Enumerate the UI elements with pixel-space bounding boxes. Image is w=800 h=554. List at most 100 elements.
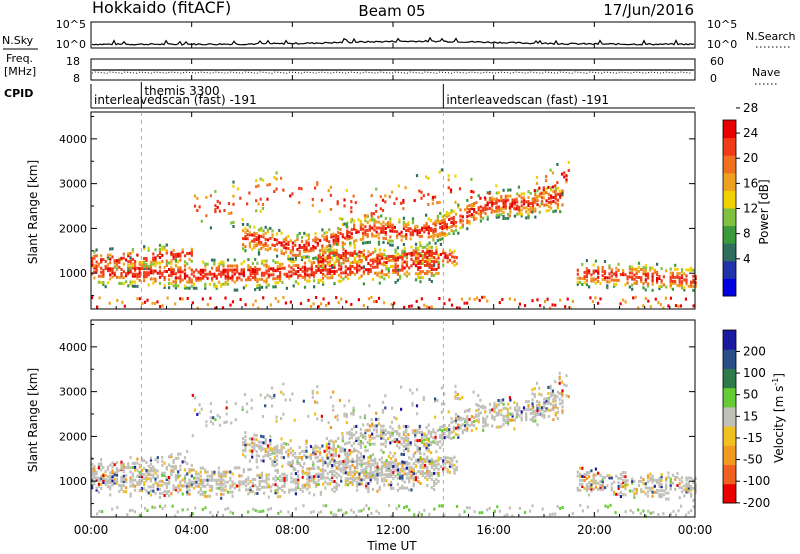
range-cell [134,272,137,276]
range-cell [581,262,584,266]
range-cell [300,246,304,249]
range-cell [507,422,510,426]
range-cell [435,246,438,250]
range-cell [298,462,301,465]
range-cell [508,214,511,218]
range-cell [387,461,390,464]
range-cell [230,211,233,215]
range-cell [177,268,180,272]
range-cell [324,480,327,484]
range-cell [292,466,295,470]
range-cell [348,440,351,444]
range-cell [554,399,557,403]
range-cell [253,445,256,449]
range-cell [615,266,618,270]
range-cell [419,280,422,284]
range-cell [551,389,554,393]
range-cell [420,438,424,442]
range-cell [674,275,677,279]
range-cell [206,276,209,280]
range-cell [399,486,402,490]
range-cell [461,215,464,219]
range-cell [667,497,670,501]
range-cell [606,474,609,478]
range-cell [305,455,308,459]
range-cell [136,266,139,270]
range-cell [231,472,234,476]
range-cell [370,194,373,198]
range-cell [324,256,327,260]
range-cell [599,473,602,477]
range-cell [414,435,417,439]
range-cell [122,490,125,494]
range-cell [423,303,426,307]
range-cell [369,462,372,466]
range-cell [322,251,325,255]
range-cell [353,472,356,476]
range-cell [179,464,182,468]
range-cell [109,475,112,479]
range-cell [556,410,559,414]
range-cell [288,490,291,494]
range-cell [229,470,232,474]
range-cell [565,178,568,182]
range-cell [384,441,387,444]
range-cell [97,476,100,480]
range-cell [118,258,121,262]
range-cell [308,477,311,481]
range-cell [360,465,363,468]
range-cell [694,281,697,284]
range-cell [558,391,561,395]
range-cell [263,273,266,277]
range-cell [309,457,313,461]
range-cell [337,267,341,271]
range-cell [402,436,405,440]
range-cell [401,249,404,253]
range-cell [646,486,650,490]
range-cell [402,220,405,224]
range-cell [280,390,283,394]
range-cell [417,258,420,262]
range-cell [424,255,427,259]
range-cell [193,408,197,412]
range-cell [484,406,487,409]
range-cell [102,476,105,480]
noise-left-label: N.Sky [2,34,34,47]
range-cell [430,431,433,434]
range-cell [285,474,288,478]
range-cell [436,234,439,238]
range-cell [546,297,549,301]
range-cell [269,236,272,240]
range-cell [558,377,561,381]
range-cell [285,286,288,290]
range-cell [349,267,352,270]
range-cell [244,237,247,241]
range-cell [165,486,168,489]
range-cell [486,217,489,221]
range-cell [536,189,539,192]
range-cell [396,256,399,260]
range-cell [308,479,311,483]
range-cell [341,439,344,443]
range-cell [459,424,462,428]
range-cell [329,207,332,211]
range-cell [138,268,141,272]
range-cell [669,477,672,481]
range-cell [387,259,390,262]
range-cell [342,261,345,265]
range-cell [319,459,322,463]
range-cell [561,203,564,207]
range-cell [326,248,329,252]
range-cell [683,288,686,292]
range-cell [260,243,263,246]
colorbar-frame [722,119,737,297]
range-cell [484,204,487,207]
range-cell [646,474,650,478]
range-cell [660,473,663,477]
range-cell [254,299,257,303]
range-cell [96,305,99,309]
range-cell [509,188,512,192]
range-cell [195,480,198,484]
range-cell [115,461,119,465]
